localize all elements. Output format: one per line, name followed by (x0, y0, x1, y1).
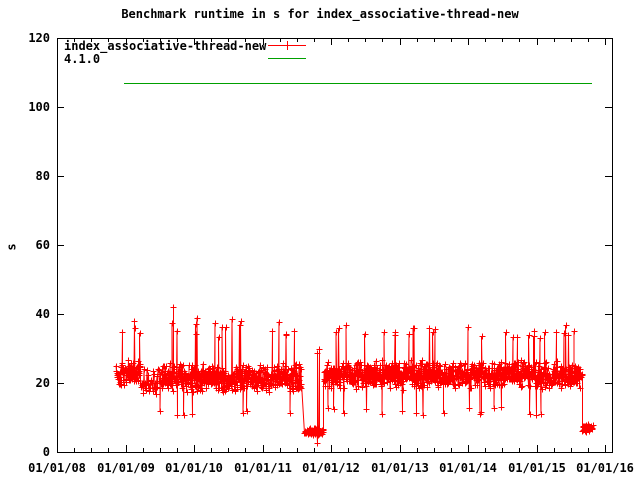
x-tick-label: 01/01/14 (439, 461, 497, 475)
x-tick-label: 01/01/16 (576, 461, 634, 475)
y-tick-label: 0 (43, 445, 50, 459)
x-tick-label: 01/01/11 (234, 461, 292, 475)
x-tick-label: 01/01/09 (97, 461, 155, 475)
y-tick-label: 60 (36, 238, 50, 252)
axis-ticks (57, 38, 612, 453)
x-tick-label: 01/01/12 (302, 461, 360, 475)
x-tick-label: 01/01/08 (28, 461, 86, 475)
x-tick-label: 01/01/10 (165, 461, 223, 475)
x-tick-label: 01/01/13 (371, 461, 429, 475)
legend-entry-reference-label: 4.1.0 (64, 52, 101, 66)
axis-tick-labels: 01/01/08 01/01/09 01/01/10 01/01/11 01/01/12… (28, 31, 634, 475)
x-tick-label: 01/01/15 (508, 461, 566, 475)
series-index-associative-thread-new (113, 304, 597, 447)
y-tick-label: 120 (28, 31, 50, 45)
legend-entry-series-label: index_associative-thread-new (64, 39, 267, 53)
plus-marker-icon (287, 41, 288, 50)
y-tick-label: 80 (36, 169, 50, 183)
y-tick-label: 20 (36, 376, 50, 390)
y-tick-label: 40 (36, 307, 50, 321)
series-point-markers (113, 304, 597, 447)
chart-title: Benchmark runtime in s for index_associa… (121, 7, 519, 21)
legend-reference-line-sample (268, 58, 306, 59)
y-tick-label: 100 (28, 100, 50, 114)
